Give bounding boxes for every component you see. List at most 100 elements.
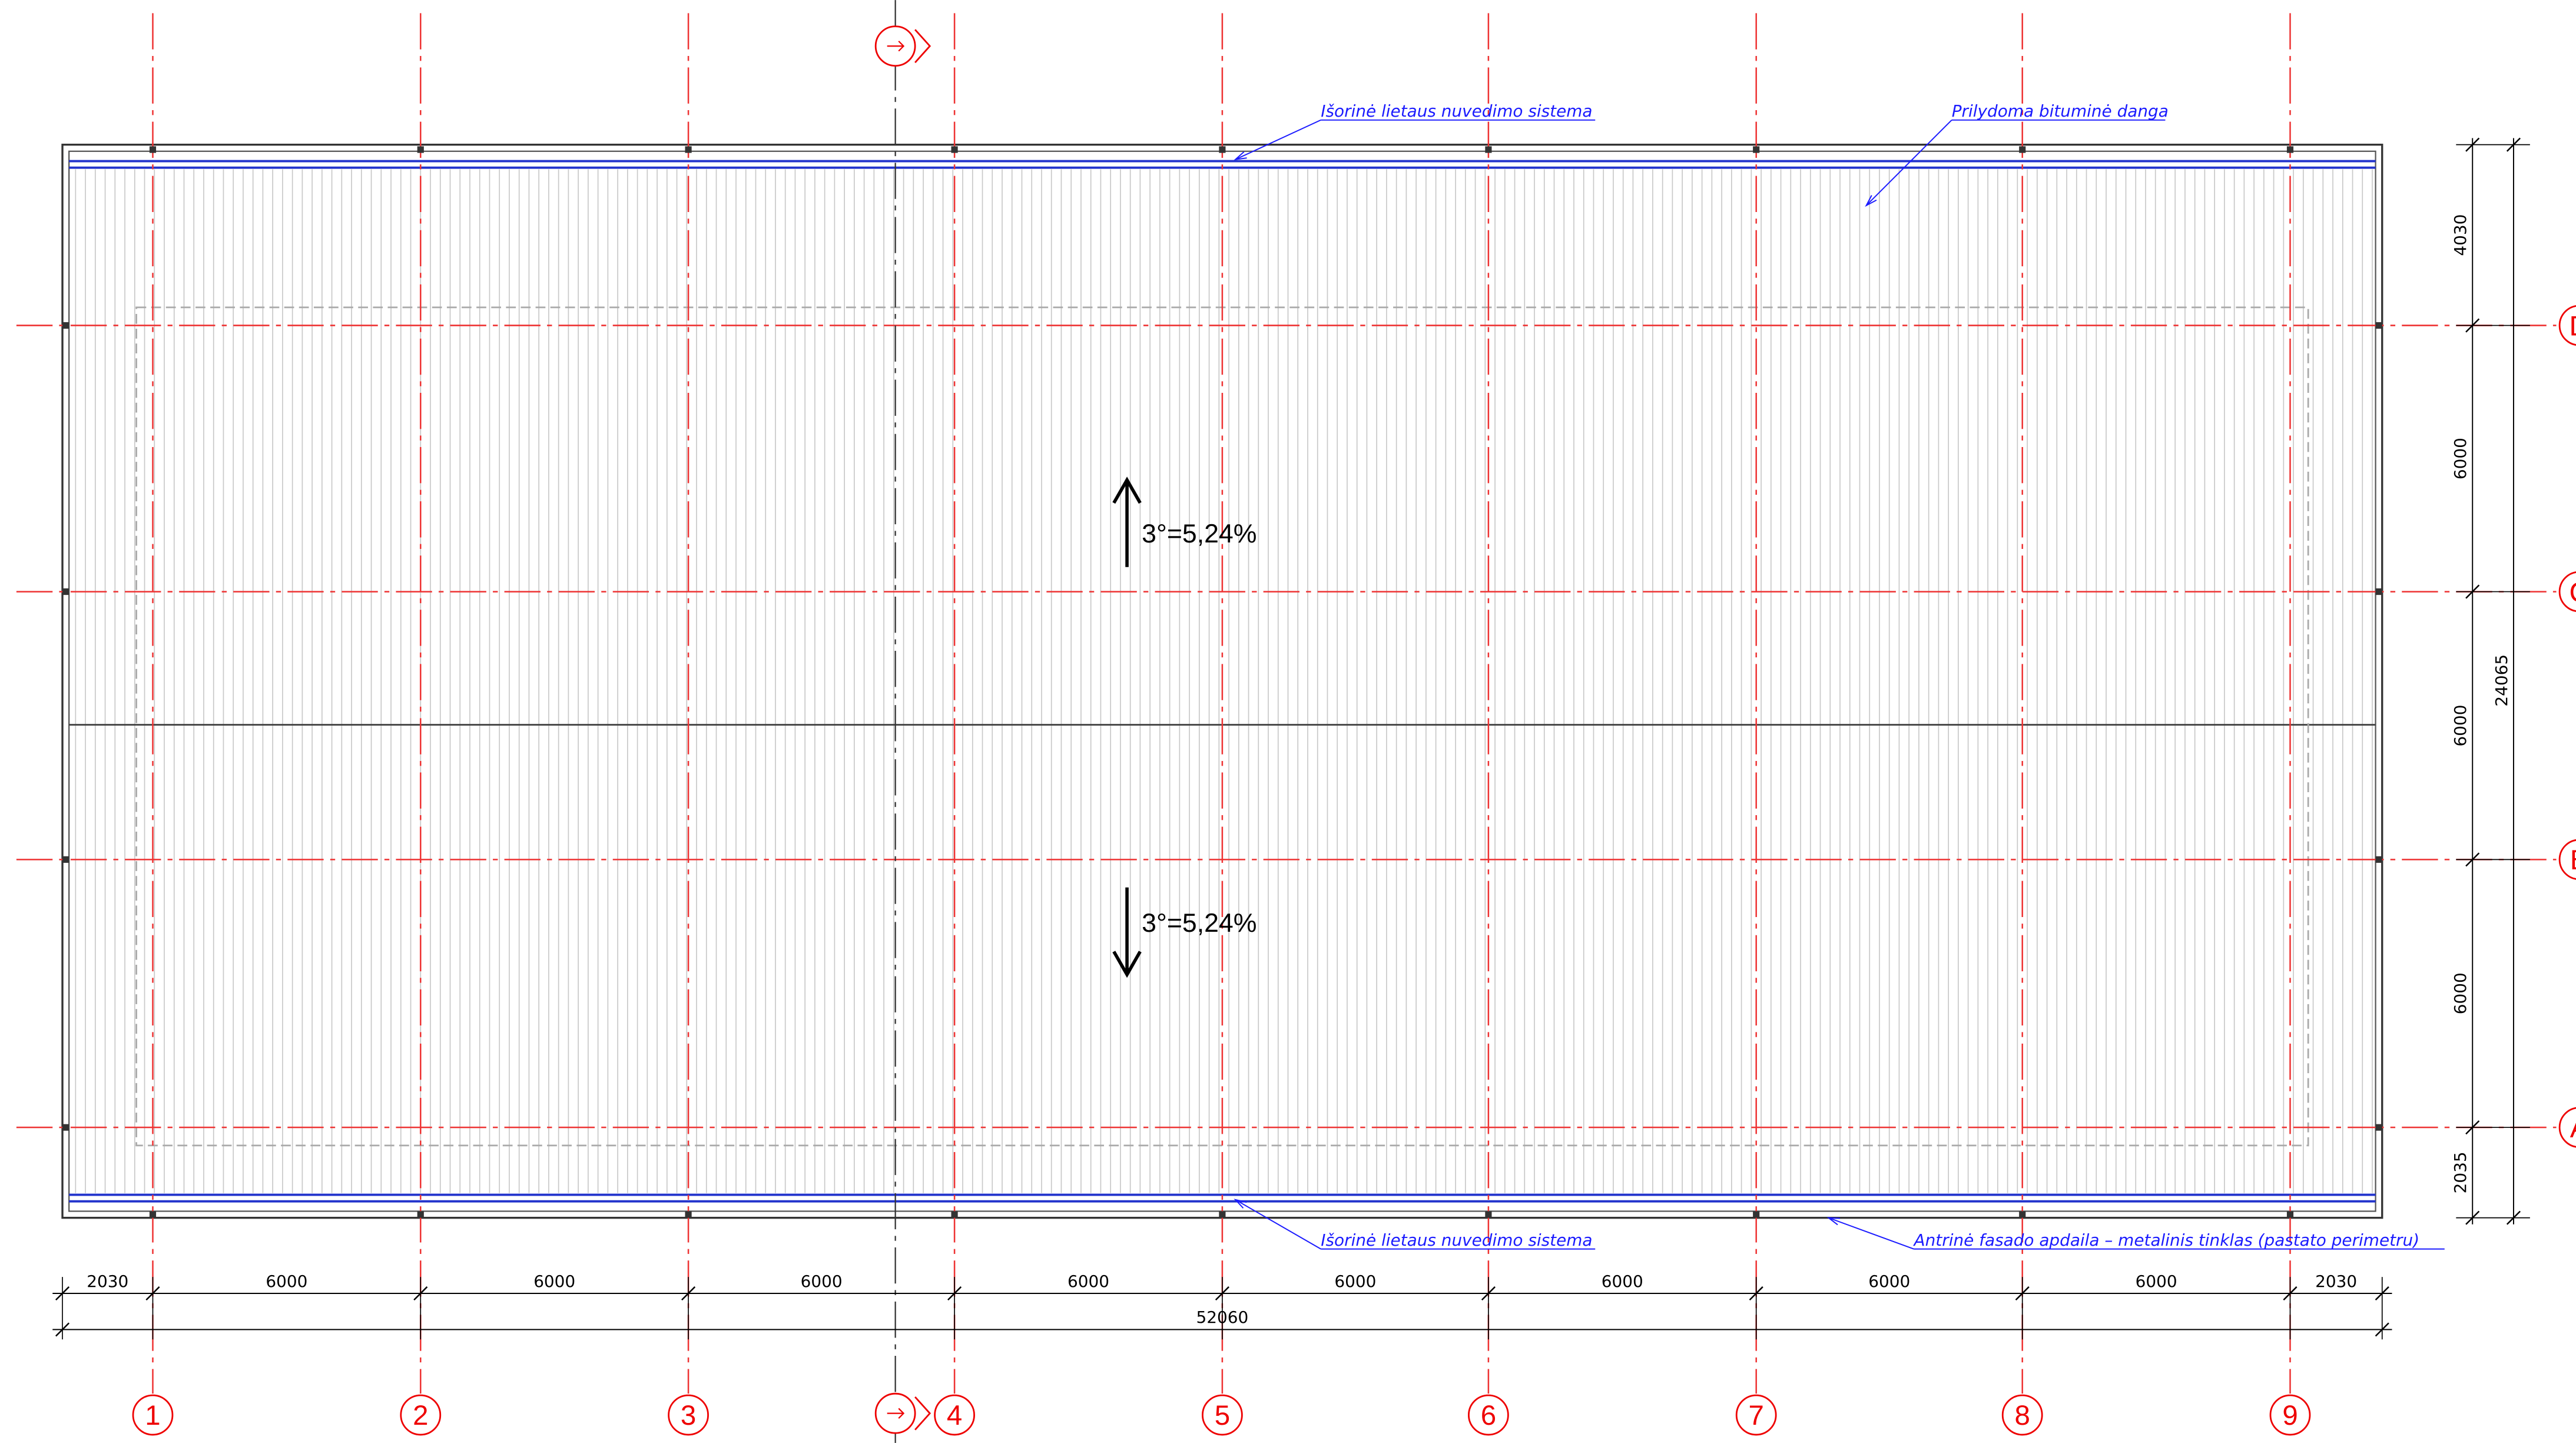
annotation: Antrinė fasado apdaila – metalinis tinkl… [1913,1230,2420,1250]
dim-tick [413,1286,428,1301]
node [2375,588,2382,595]
dim-tick [2465,137,2480,152]
leader [1828,1217,1914,1250]
axis-bubble [934,1394,975,1436]
dimension: 2035 [2451,1151,2470,1193]
node [2375,856,2382,863]
node [1753,146,1760,153]
axis-label: 5 [1215,1400,1230,1431]
leader [1235,1199,1321,1250]
dim-tick [2375,1286,2389,1301]
dim-tick [2465,584,2480,599]
dim-tick [2465,852,2480,867]
node [149,146,157,153]
leader-head [1234,151,1247,161]
dim-tick [2465,318,2480,333]
node [62,322,69,329]
dim-tick [1749,1286,1763,1301]
dim-tick [2015,1286,2030,1301]
dimension: 6000 [1334,1272,1376,1291]
axis-label: 7 [1749,1400,1764,1431]
node [2019,146,2026,153]
axis-label: 8 [2015,1400,2030,1431]
dim-tick [55,1286,70,1301]
node [1219,146,1226,153]
node [417,146,424,153]
dimension: 6000 [2451,704,2470,746]
dimension: 6000 [801,1272,843,1291]
dim-tick [145,1286,160,1301]
leader-head [1865,195,1877,207]
axis-bubble [668,1394,709,1436]
axis-bubble [2001,1394,2043,1436]
dimension: 6000 [2451,438,2470,479]
dimension: 6000 [2451,972,2470,1014]
dim-tick [2465,1120,2480,1135]
node [1219,1211,1226,1218]
section-tick [887,1408,905,1419]
axis-label: 9 [2282,1400,2297,1431]
dim-tick [2283,1286,2297,1301]
dim-tick [681,1286,696,1301]
dimension: 4030 [2451,214,2470,256]
dimension: 6000 [1868,1272,1910,1291]
leader [1865,120,1952,206]
node [1485,1211,1492,1218]
annotation: Išorinė lietaus nuvedimo sistema [1321,1230,1592,1250]
node [62,1124,69,1131]
slope-arrow [1112,887,1142,978]
dimension: 6000 [1067,1272,1109,1291]
axis-label: 6 [1481,1400,1496,1431]
axis-bubble [2558,1107,2576,1148]
node [62,588,69,595]
axis-label: D [2569,310,2576,342]
dim-tick [2465,1210,2480,1225]
slope-arrow [1112,476,1142,567]
axis-bubble [400,1394,442,1436]
annotation: Išorinė lietaus nuvedimo sistema [1321,101,1592,121]
node [685,146,692,153]
node [1485,146,1492,153]
dimension-total: 52060 [1196,1308,1249,1327]
axis-bubble [1735,1394,1777,1436]
section-tick [887,41,905,52]
axis-label: 2 [413,1400,428,1431]
axis-bubble [1202,1394,1243,1436]
node [149,1211,157,1218]
dimension: 2030 [87,1272,128,1291]
axis-label: 4 [947,1400,962,1431]
leader-head [1826,1217,1841,1226]
dim-tick [2506,1210,2521,1225]
node [2375,322,2382,329]
node [1753,1211,1760,1218]
node [951,1211,958,1218]
node [2286,146,2294,153]
leader [1235,119,1321,160]
axis-bubble [2269,1394,2311,1436]
axis-label: B [2570,845,2576,876]
node [2375,1124,2382,1131]
leader-head [1234,1199,1247,1209]
node [2286,1211,2294,1218]
axis-bubble [2558,571,2576,612]
dim-tick [2375,1322,2389,1337]
dim-tick [1215,1286,1229,1301]
dimension: 6000 [2136,1272,2177,1291]
axis-label: 3 [681,1400,696,1431]
axis-bubble [132,1394,174,1436]
dimension: 6000 [533,1272,575,1291]
section-arrow [914,1396,931,1431]
dim-tick [947,1286,962,1301]
slope-label: 3°=5,24% [1142,909,1256,938]
dimension: 6000 [1602,1272,1643,1291]
axis-label: C [2569,577,2576,608]
node [2019,1211,2026,1218]
dim-tick [55,1322,70,1337]
axis-bubble [1468,1394,1509,1436]
node [62,856,69,863]
dim-tick [2506,137,2521,152]
node [685,1211,692,1218]
section-arrow [914,29,931,64]
